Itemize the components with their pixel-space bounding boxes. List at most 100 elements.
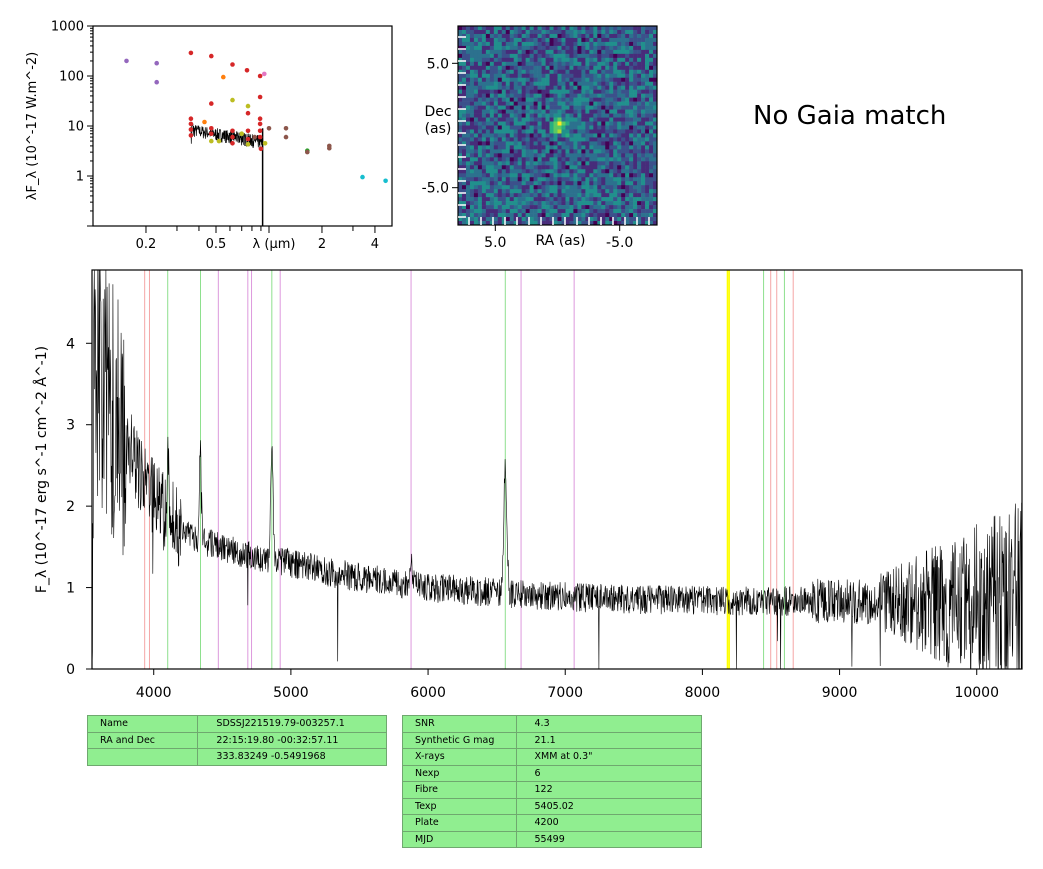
cutout-pixel: [549, 169, 554, 174]
cutout-pixel: [509, 177, 515, 182]
cutout-pixel: [569, 121, 574, 126]
cutout-pixel: [513, 77, 518, 83]
cutout-pixel: [633, 77, 638, 83]
cutout-pixel: [565, 105, 570, 110]
cutout-pixel: [477, 49, 483, 55]
cutout-pixel: [557, 61, 562, 67]
cutout-pixel: [501, 65, 507, 71]
cutout-pixel: [461, 169, 467, 174]
cutout-pixel: [529, 145, 534, 150]
cutout-pixel: [645, 129, 650, 134]
cutout-pixel: [633, 41, 638, 47]
cutout-pixel: [533, 121, 538, 126]
cutout-pixel: [473, 185, 479, 190]
cutout-pixel: [473, 77, 479, 83]
cutout-pixel: [545, 205, 550, 210]
cutout-pixel: [589, 93, 594, 98]
cutout-pixel: [537, 133, 542, 138]
cutout-pixel: [517, 153, 522, 158]
info-right-value: 6: [515, 764, 703, 782]
cutout-pixel: [653, 217, 658, 222]
cutout-pixel: [605, 181, 610, 186]
cutout-pixel: [469, 109, 475, 114]
cutout-pixel: [573, 37, 578, 43]
cutout-pixel: [605, 165, 610, 170]
cutout-pixel: [613, 73, 618, 79]
cutout-pixel: [521, 209, 526, 214]
cutout-pixel: [497, 153, 503, 158]
cutout-pixel: [481, 57, 487, 63]
cutout-pixel: [633, 205, 638, 210]
sed-point-5: [230, 62, 235, 67]
cutout-x-tick-label: 5.0: [484, 235, 506, 251]
cutout-pixel: [613, 93, 618, 98]
cutout-pixel: [645, 137, 650, 142]
cutout-pixel: [497, 161, 503, 166]
cutout-pixel: [637, 41, 642, 47]
cutout-pixel: [529, 201, 534, 206]
cutout-pixel: [537, 77, 542, 83]
cutout-pixel: [541, 193, 546, 198]
cutout-pixel: [605, 41, 610, 47]
cutout-pixel: [633, 177, 638, 182]
cutout-pixel: [461, 37, 467, 43]
cutout-pixel: [597, 129, 602, 134]
cutout-pixel: [501, 33, 507, 39]
cutout-pixel: [645, 141, 650, 146]
cutout-pixel: [473, 125, 479, 130]
cutout-pixel: [609, 57, 614, 63]
cutout-pixel: [525, 85, 530, 90]
cutout-pixel: [649, 157, 654, 162]
cutout-pixel: [477, 81, 483, 86]
cutout-pixel: [509, 185, 515, 190]
cutout-pixel: [541, 213, 546, 218]
cutout-pixel: [465, 45, 471, 51]
sed-point-22: [209, 138, 214, 144]
cutout-pixel: [545, 101, 550, 106]
cutout-pixel: [593, 177, 598, 182]
cutout-pixel: [465, 29, 471, 35]
cutout-pixel: [629, 217, 634, 222]
cutout-pixel: [509, 217, 515, 222]
cutout-pixel: [625, 217, 630, 222]
cutout-pixel: [493, 169, 499, 174]
cutout-pixel: [601, 45, 606, 51]
cutout-pixel: [481, 161, 487, 166]
cutout-pixel: [473, 26, 479, 31]
cutout-pixel: [653, 105, 658, 110]
cutout-pixel: [593, 201, 598, 206]
cutout-pixel: [561, 145, 566, 150]
cutout-pixel: [633, 37, 638, 43]
cutout-pixel: [513, 73, 518, 79]
cutout-pixel: [597, 109, 602, 114]
cutout-pixel: [473, 113, 479, 118]
cutout-pixel: [489, 181, 495, 186]
cutout-pixel: [621, 145, 626, 150]
cutout-pixel: [505, 213, 511, 218]
cutout-pixel: [521, 121, 526, 126]
cutout-pixel: [529, 57, 534, 63]
cutout-pixel: [553, 173, 558, 178]
cutout-pixel: [553, 201, 558, 206]
cutout-pixel: [633, 157, 638, 162]
cutout-pixel: [549, 65, 554, 71]
cutout-pixel: [525, 173, 530, 178]
cutout-pixel: [557, 161, 562, 166]
cutout-pixel: [545, 109, 550, 114]
cutout-pixel: [561, 161, 566, 166]
cutout-pixel: [565, 121, 570, 126]
cutout-pixel: [577, 73, 582, 79]
cutout-pixel: [533, 29, 538, 35]
cutout-pixel: [577, 121, 582, 126]
cutout-pixel: [617, 113, 622, 118]
cutout-pixel: [509, 149, 515, 154]
cutout-pixel: [605, 149, 610, 154]
cutout-pixel: [529, 157, 534, 162]
cutout-pixel: [573, 61, 578, 67]
sed-point-26: [230, 141, 235, 146]
sed-point-20: [209, 126, 214, 131]
cutout-pixel: [557, 93, 562, 98]
cutout-pixel: [637, 65, 642, 71]
cutout-pixel: [621, 197, 626, 202]
cutout-pixel: [593, 197, 598, 202]
